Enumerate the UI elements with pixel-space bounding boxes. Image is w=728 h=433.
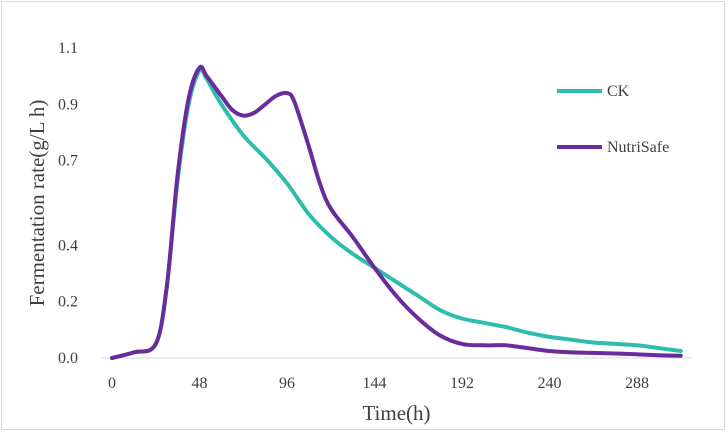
legend-label-ck: CK <box>607 83 630 100</box>
x-axis-title: Time(h) <box>362 401 430 425</box>
y-tick-label: 0.0 <box>58 350 78 367</box>
x-axis-ticks: 0 48 96 144 192 240 288 <box>108 375 649 392</box>
y-tick-label: 0.9 <box>58 96 78 113</box>
legend-label-nutrisafe: NutriSafe <box>607 139 669 156</box>
x-tick-label: 0 <box>108 375 116 392</box>
y-axis-ticks: 0.0 0.2 0.4 0.7 0.9 1.1 <box>58 40 78 367</box>
x-tick-label: 240 <box>538 375 562 392</box>
series-line-ck <box>110 67 683 360</box>
series-layer <box>110 64 683 360</box>
x-tick-label: 144 <box>363 375 387 392</box>
y-tick-label: 1.1 <box>58 40 78 57</box>
series-line-nutrisafe <box>110 64 683 360</box>
y-axis-title: Fermentation rate(g/L h) <box>25 100 49 307</box>
x-tick-label: 192 <box>450 375 474 392</box>
y-tick-label: 0.4 <box>58 237 78 254</box>
x-tick-label: 288 <box>625 375 649 392</box>
y-tick-label: 0.2 <box>58 294 78 311</box>
x-tick-label: 96 <box>279 375 295 392</box>
y-tick-label: 0.7 <box>58 153 78 170</box>
x-tick-label: 48 <box>192 375 208 392</box>
legend: CK NutriSafe <box>557 83 669 156</box>
